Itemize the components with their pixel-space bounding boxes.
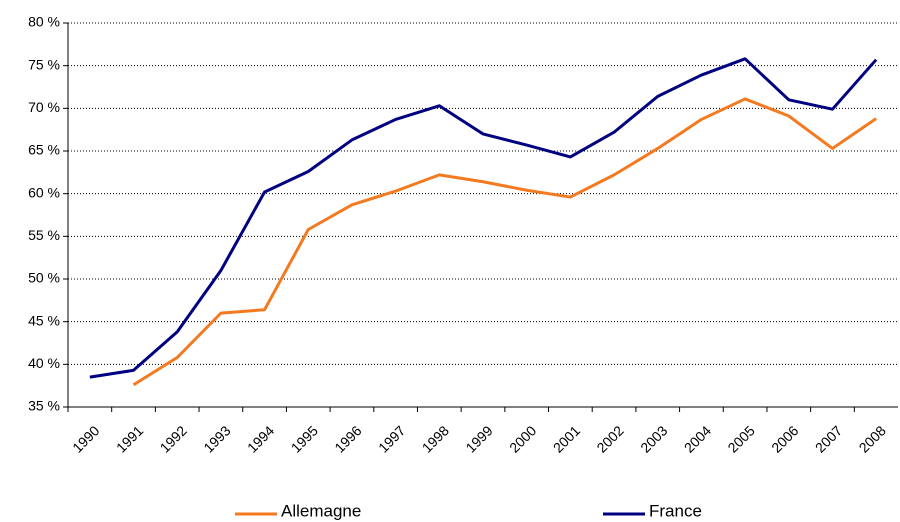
- x-tick-label: 2006: [768, 422, 801, 455]
- x-tick-label: 2000: [506, 422, 539, 455]
- y-tick-label: 50 %: [28, 270, 60, 286]
- y-tick-label: 35 %: [28, 398, 60, 414]
- y-tick-label: 65 %: [28, 142, 60, 158]
- x-tick-label: 2004: [681, 422, 714, 455]
- legend-text: Allemagne: [281, 501, 361, 520]
- line-series: [132, 97, 878, 387]
- x-tick-label: 1998: [419, 422, 452, 455]
- y-tick-label: 60 %: [28, 184, 60, 200]
- x-tick-label: 1999: [462, 422, 495, 455]
- x-tick-label: 1990: [69, 422, 102, 455]
- y-tick-label: 75 %: [28, 56, 60, 72]
- x-tick-label: 1992: [157, 422, 190, 455]
- x-tick-label: 2005: [725, 422, 758, 455]
- y-tick-label: 55 %: [28, 227, 60, 243]
- x-tick-label: 2008: [856, 422, 889, 455]
- y-tick-label: 40 %: [28, 355, 60, 371]
- x-tick-label: 1993: [200, 422, 233, 455]
- y-tick-label: 45 %: [28, 312, 60, 328]
- x-tick-label: 1991: [113, 422, 146, 455]
- x-tick-label: 2007: [812, 422, 845, 455]
- x-tick-label: 2001: [550, 422, 583, 455]
- x-tick-label: 2002: [593, 422, 626, 455]
- line-series: [89, 57, 878, 379]
- legend-text: France: [649, 501, 702, 520]
- y-tick-label: 70 %: [28, 99, 60, 115]
- x-tick-label: 1995: [288, 422, 321, 455]
- x-tick-label: 1996: [331, 422, 364, 455]
- x-tick-label: 1994: [244, 422, 277, 455]
- y-tick-label: 80 %: [28, 14, 60, 30]
- x-tick-label: 2003: [637, 422, 670, 455]
- x-tick-label: 1997: [375, 422, 408, 455]
